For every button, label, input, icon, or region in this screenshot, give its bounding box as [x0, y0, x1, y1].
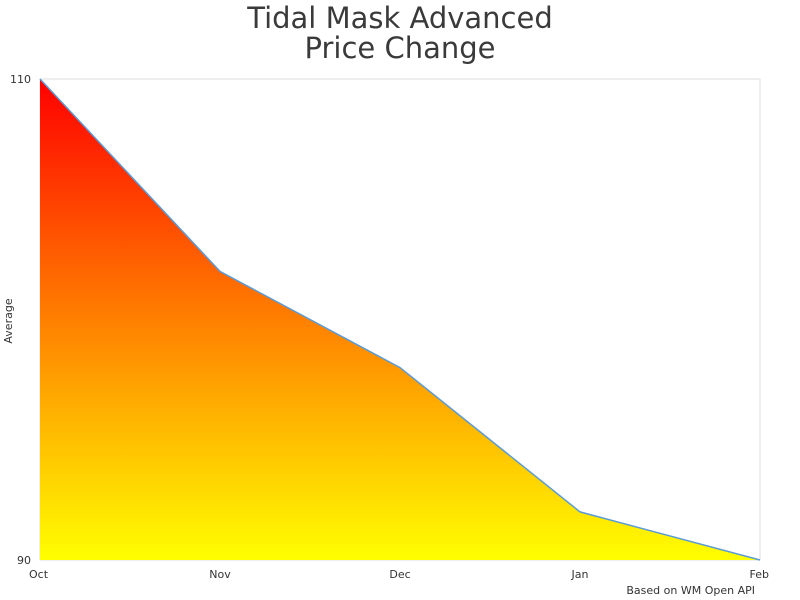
series-line: [39, 78, 761, 561]
chart-title-line-1: Tidal Mask Advanced: [247, 1, 553, 35]
x-tick-label-oct: Oct: [29, 568, 49, 581]
credit-text: Based on WM Open API: [626, 584, 755, 597]
area-fill: [40, 79, 760, 560]
y-axis-label: Average: [2, 298, 15, 343]
x-tick-label-jan: Jan: [571, 568, 589, 581]
chart-title-line-2: Price Change: [304, 31, 496, 65]
x-tick-label-nov: Nov: [209, 568, 231, 581]
y-tick-label-90: 90: [17, 554, 31, 567]
x-tick-label-dec: Dec: [389, 568, 410, 581]
x-tick-label-feb: Feb: [750, 568, 769, 581]
y-tick-label-110: 110: [10, 73, 31, 86]
chart-title: Tidal Mask Advanced Price Change: [0, 0, 800, 63]
